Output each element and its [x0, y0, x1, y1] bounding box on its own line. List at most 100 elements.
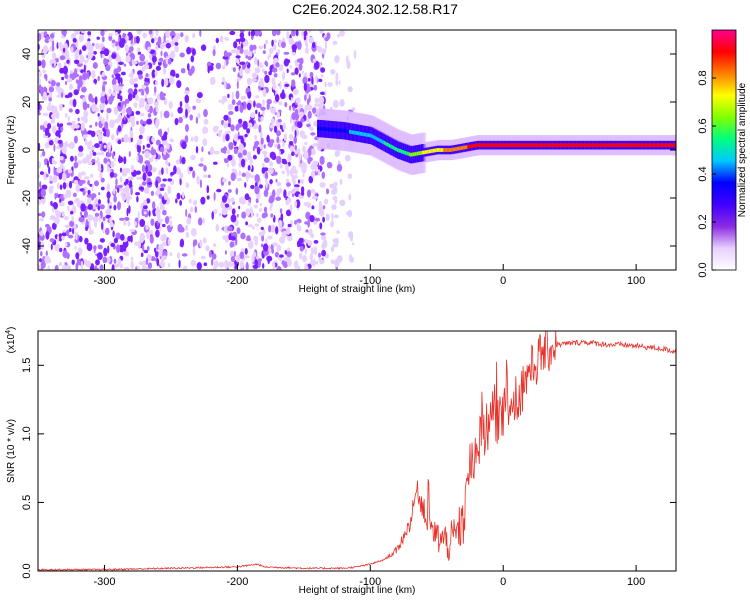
- spectrogram-noise-cell: [154, 247, 157, 253]
- spectrogram-noise-cell: [142, 244, 145, 252]
- snr-multiplier: (x104): [5, 327, 17, 354]
- spectrogram-noise-cell: [267, 235, 273, 240]
- spectrogram-noise-layer: [38, 30, 358, 270]
- spectrogram-noise-cell: [138, 61, 144, 67]
- spectrogram-noise-cell: [126, 207, 129, 217]
- spectrogram-noise-cell: [108, 35, 113, 41]
- spectrogram-noise-cell: [68, 180, 73, 189]
- spectrogram-noise-cell: [239, 251, 245, 260]
- spectrogram-noise-cell: [302, 145, 306, 153]
- spectrogram-noise-cell: [84, 138, 88, 146]
- spectrogram-noise-cell: [332, 99, 339, 109]
- spectrogram-noise-cell: [286, 31, 290, 40]
- spectrogram-noise-cell: [111, 91, 117, 97]
- spectrogram-noise-cell: [61, 92, 64, 99]
- spectrogram-y-tick-label: 20: [21, 96, 33, 108]
- spectrogram-noise-cell: [284, 250, 287, 255]
- colorbar-label: Normalized spectral amplitude: [737, 82, 748, 217]
- spectrogram-noise-cell: [108, 88, 112, 95]
- spectrogram-noise-cell: [242, 120, 248, 130]
- spectrogram-noise-cell: [128, 46, 134, 52]
- spectrogram-noise-cell: [320, 67, 326, 73]
- spectrogram-noise-cell: [227, 154, 233, 161]
- spectrogram-noise-cell: [262, 263, 265, 269]
- spectrogram-noise-cell: [62, 229, 66, 233]
- spectrogram-noise-cell: [154, 101, 158, 108]
- spectrogram-noise-cell: [39, 218, 44, 222]
- spectrogram-noise-cell: [174, 118, 179, 126]
- spectrogram-noise-cell: [298, 148, 301, 154]
- spectrogram-noise-cell: [190, 65, 195, 74]
- spectrogram-noise-cell: [122, 116, 128, 125]
- spectrogram-noise-cell: [319, 62, 322, 69]
- spectrogram-noise-cell: [138, 134, 143, 140]
- spectrogram-noise-cell: [222, 178, 227, 183]
- spectrogram-noise-cell: [284, 101, 288, 108]
- spectrogram-noise-cell: [105, 227, 110, 236]
- spectrogram-noise-cell: [258, 184, 263, 189]
- spectrogram-noise-cell: [288, 133, 294, 140]
- spectrogram-noise-cell: [76, 48, 80, 53]
- spectrogram-noise-cell: [272, 242, 278, 247]
- snr-x-tick-label: 0: [500, 576, 506, 588]
- spectrogram-noise-cell: [295, 30, 299, 37]
- spectrogram-noise-cell: [136, 143, 140, 153]
- spectrogram-noise-cell: [257, 217, 262, 223]
- spectrogram-noise-cell: [224, 60, 227, 67]
- spectrogram-noise-cell: [304, 248, 307, 255]
- spectrogram-noise-cell: [112, 84, 118, 90]
- spectrogram-noise-cell: [135, 110, 141, 115]
- spectrogram-noise-cell: [269, 179, 273, 185]
- spectrogram-noise-cell: [139, 219, 146, 227]
- spectrogram-noise-cell: [322, 239, 328, 248]
- spectrogram-noise-cell: [286, 182, 291, 187]
- spectrogram-y-ticks: -40 -20 0 20 40: [21, 48, 676, 254]
- spectrogram-noise-cell: [90, 173, 94, 178]
- spectrogram-noise-cell: [130, 164, 135, 173]
- spectrogram-noise-cell: [177, 106, 183, 114]
- spectrogram-noise-cell: [246, 128, 251, 134]
- spectrogram-noise-cell: [181, 156, 186, 165]
- spectrogram-noise-cell: [128, 136, 132, 144]
- spectrogram-noise-cell: [294, 130, 297, 138]
- spectrogram-noise-cell: [324, 90, 327, 96]
- spectrogram-noise-cell: [105, 214, 112, 219]
- spectrogram-noise-cell: [202, 138, 208, 147]
- spectrogram-noise-cell: [111, 53, 117, 59]
- spectrogram-noise-cell: [270, 213, 274, 218]
- spectrogram-noise-cell: [273, 39, 277, 43]
- spectrogram-noise-cell: [138, 186, 145, 191]
- spectrogram-noise-cell: [271, 262, 275, 267]
- spectrogram-noise-cell: [45, 74, 48, 82]
- spectrogram-noise-cell: [206, 185, 210, 194]
- spectrogram-noise-cell: [93, 245, 97, 251]
- spectrogram-noise-cell: [59, 202, 65, 207]
- spectrogram-noise-cell: [51, 105, 58, 115]
- spectrogram-noise-cell: [236, 77, 241, 82]
- spectrogram-noise-cell: [239, 104, 244, 113]
- spectrogram-noise-cell: [250, 184, 255, 190]
- spectrogram-noise-cell: [174, 44, 179, 53]
- spectrogram-noise-cell: [175, 159, 181, 165]
- spectrogram-noise-cell: [233, 250, 236, 258]
- spectrogram-noise-cell: [184, 35, 190, 43]
- spectrogram-noise-cell: [89, 124, 93, 128]
- spectrogram-noise-cell: [347, 86, 353, 93]
- spectrogram-noise-cell: [56, 82, 61, 87]
- spectrogram-noise-cell: [265, 178, 268, 184]
- spectrogram-noise-cell: [39, 86, 45, 95]
- spectrogram-noise-cell: [186, 46, 192, 55]
- spectrogram-noise-cell: [223, 121, 229, 129]
- spectrogram-noise-cell: [200, 196, 206, 205]
- spectrogram-noise-cell: [298, 73, 301, 78]
- spectrogram-noise-cell: [122, 245, 127, 252]
- spectrogram-noise-cell: [290, 72, 296, 76]
- spectrogram-noise-cell: [42, 112, 49, 117]
- spectrogram-noise-cell: [299, 130, 306, 138]
- spectrogram-noise-cell: [322, 216, 325, 223]
- spectrogram-noise-cell: [113, 258, 117, 264]
- spectrogram-noise-cell: [225, 133, 230, 142]
- spectrogram-noise-cell: [292, 106, 295, 112]
- spectrogram-noise-cell: [123, 156, 127, 165]
- spectrogram-noise-cell: [44, 162, 48, 166]
